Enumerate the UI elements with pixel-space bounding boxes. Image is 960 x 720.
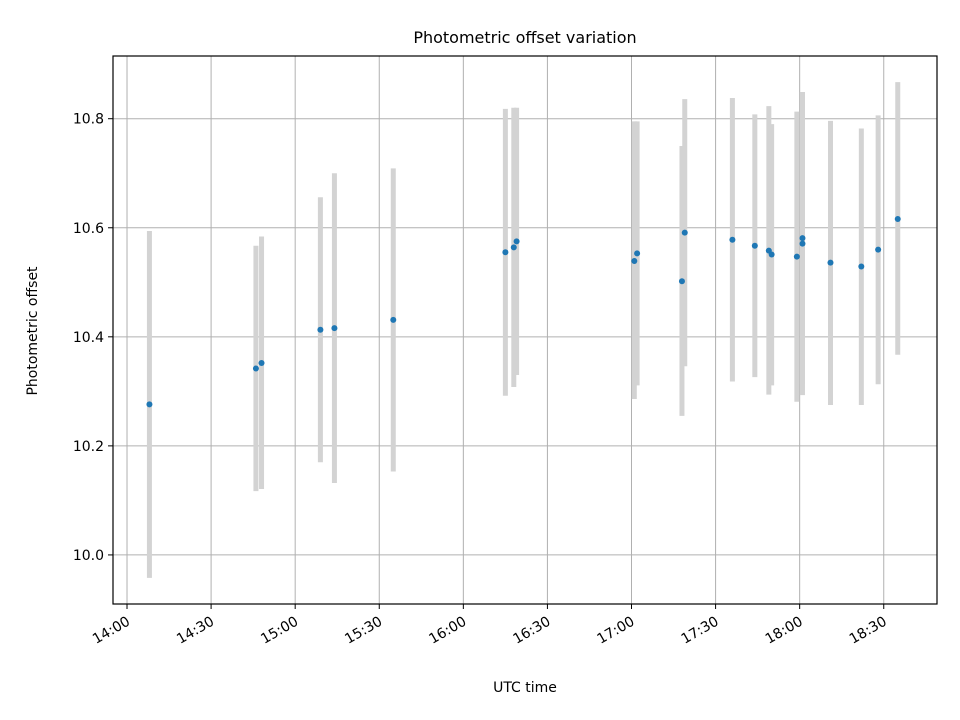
x-tick-label: 16:00 (426, 614, 469, 648)
x-tick-label: 16:30 (510, 614, 553, 648)
data-point (681, 229, 688, 236)
data-point (751, 242, 758, 249)
x-tick-label: 15:00 (258, 614, 301, 648)
x-tick-label: 14:30 (174, 614, 217, 648)
y-tick-label: 10.0 (73, 548, 104, 564)
plot-frame (112, 55, 938, 605)
data-point (317, 326, 324, 333)
y-axis-ticks: 10.0 10.2 10.4 10.6 10.8 (73, 112, 113, 564)
data-point (729, 236, 736, 243)
x-tick-label: 15:30 (342, 614, 385, 648)
grid-lines (113, 56, 937, 604)
data-point (858, 263, 865, 270)
x-tick-label: 18:30 (847, 614, 890, 648)
data-point (513, 238, 520, 245)
x-tick-label: 18:00 (763, 614, 806, 648)
data-points (146, 216, 901, 408)
x-tick-label: 14:00 (90, 614, 133, 648)
y-tick-label: 10.2 (73, 439, 104, 455)
data-point (258, 359, 265, 366)
data-point (793, 253, 800, 260)
data-point (331, 325, 338, 332)
data-point (390, 316, 397, 323)
data-point (827, 259, 834, 266)
data-point (252, 365, 259, 372)
data-point (894, 216, 901, 223)
data-point (799, 240, 806, 247)
error-bars (146, 82, 901, 578)
y-axis-label: Photometric offset (25, 266, 41, 396)
x-tick-label: 17:30 (679, 614, 722, 648)
data-point (634, 250, 641, 257)
x-axis-label: UTC time (493, 680, 557, 696)
data-point (510, 244, 517, 251)
data-point (631, 258, 638, 265)
data-point (768, 251, 775, 258)
data-point (875, 246, 882, 253)
data-point (502, 249, 509, 256)
data-point (678, 278, 685, 285)
y-tick-label: 10.4 (73, 330, 104, 346)
chart-title: Photometric offset variation (413, 28, 636, 47)
x-axis-ticks: 14:00 14:30 15:00 15:30 16:00 16:30 17:00 17:30… (90, 604, 890, 648)
x-tick-label: 17:00 (595, 614, 638, 648)
data-point (146, 401, 153, 408)
y-tick-label: 10.8 (73, 112, 104, 128)
data-point (799, 235, 806, 242)
y-tick-label: 10.6 (73, 221, 104, 237)
